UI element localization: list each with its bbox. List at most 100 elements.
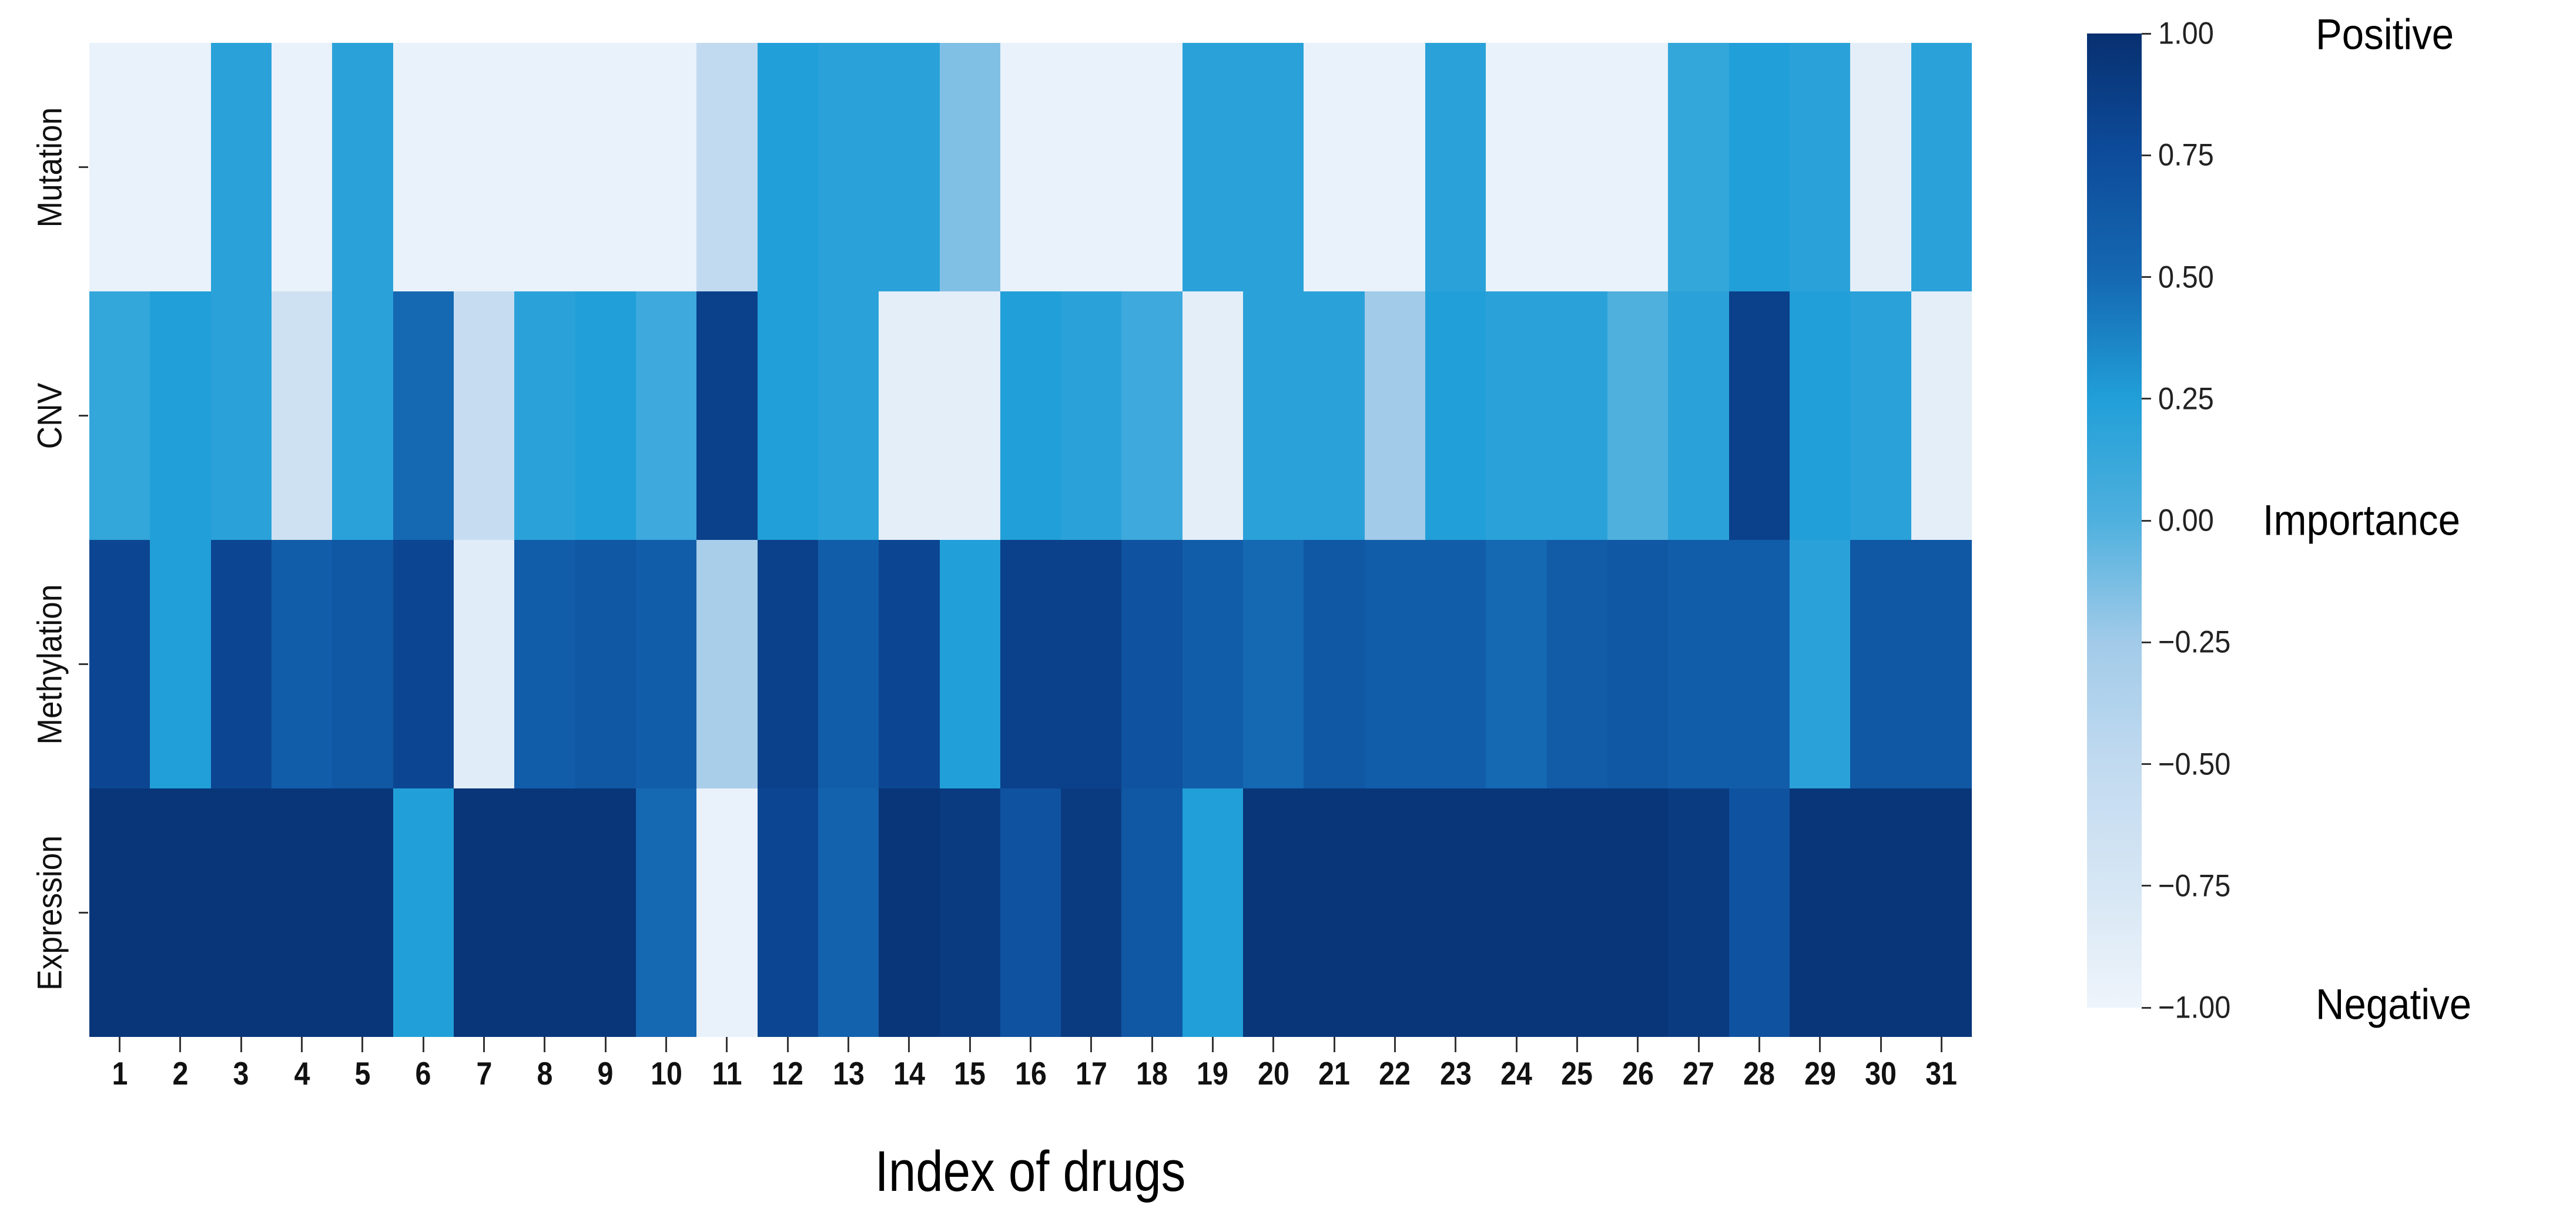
heatmap-cell: [575, 540, 636, 788]
x-axis-label: 25: [1561, 1055, 1593, 1092]
heatmap-cell: [1304, 788, 1365, 1037]
x-axis-tick: [1697, 1037, 1700, 1052]
heatmap-cell: [1121, 540, 1183, 788]
heatmap-cell: [393, 788, 454, 1037]
heatmap-cell: [1668, 43, 1729, 291]
heatmap-cell: [1790, 788, 1851, 1037]
heatmap-cell: [1061, 291, 1122, 540]
heatmap-cell: [1607, 540, 1669, 788]
heatmap-cell: [332, 43, 393, 291]
heatmap-cell: [150, 43, 211, 291]
heatmap-cell: [271, 43, 333, 291]
x-axis-label: 19: [1197, 1055, 1229, 1092]
heatmap-cell: [696, 788, 758, 1037]
heatmap-cell: [1729, 43, 1790, 291]
heatmap-cell: [453, 43, 515, 291]
heatmap-cell: [879, 540, 940, 788]
y-axis-tick: [79, 415, 88, 417]
heatmap-cell: [210, 291, 272, 540]
heatmap-cell: [453, 788, 515, 1037]
x-axis-tick: [1940, 1037, 1942, 1052]
colorbar-tick: [2142, 1006, 2151, 1009]
heatmap-cell: [879, 291, 940, 540]
colorbar-tick-label: 0.75: [2158, 137, 2214, 173]
colorbar-tick: [2142, 276, 2151, 278]
x-axis-tick: [908, 1037, 910, 1052]
heatmap-cell: [1546, 43, 1608, 291]
heatmap-cell: [1000, 540, 1061, 788]
heatmap-cell: [939, 291, 1000, 540]
heatmap-cell: [1425, 540, 1486, 788]
heatmap-cell: [271, 291, 333, 540]
colorbar-tick-label: −0.50: [2158, 747, 2231, 781]
heatmap-cell: [1243, 43, 1304, 291]
heatmap-cell: [453, 540, 515, 788]
heatmap-cell: [757, 43, 818, 291]
heatmap-cell: [575, 291, 636, 540]
x-axis-label: 8: [537, 1055, 553, 1092]
colorbar-tick: [2142, 32, 2151, 35]
heatmap-cell: [939, 788, 1000, 1037]
heatmap-cell: [1911, 540, 1972, 788]
heatmap-cell: [1850, 788, 1911, 1037]
heatmap-cell: [271, 540, 333, 788]
heatmap-cell: [1182, 540, 1244, 788]
heatmap-cell: [1061, 788, 1122, 1037]
x-axis-label: 23: [1439, 1055, 1472, 1092]
heatmap-cell: [696, 43, 758, 291]
x-axis-tick: [604, 1037, 607, 1052]
heatmap-cell: [393, 43, 454, 291]
x-axis-label: 2: [172, 1055, 189, 1092]
heatmap-cell: [210, 540, 272, 788]
heatmap-cell: [1061, 540, 1122, 788]
heatmap-cell: [1121, 43, 1183, 291]
heatmap-cell: [1790, 43, 1851, 291]
x-axis-tick: [1090, 1037, 1093, 1052]
heatmap-cell: [1911, 43, 1972, 291]
x-axis-label: 31: [1925, 1055, 1958, 1092]
heatmap-cell: [696, 291, 758, 540]
heatmap-cell: [1546, 540, 1608, 788]
x-axis-tick: [1333, 1037, 1335, 1052]
x-axis-tick: [1272, 1037, 1275, 1052]
heatmap-cell: [1729, 291, 1790, 540]
heatmap-cell: [393, 540, 454, 788]
y-axis-tick: [79, 912, 88, 914]
x-axis-label: 21: [1318, 1055, 1351, 1092]
heatmap-cell: [1607, 291, 1669, 540]
heatmap-cell: [1061, 43, 1122, 291]
x-axis-label: 16: [1014, 1055, 1047, 1092]
heatmap-cell: [939, 540, 1000, 788]
x-axis-label: 15: [954, 1055, 986, 1092]
heatmap-cell: [89, 43, 150, 291]
heatmap-cell: [89, 540, 150, 788]
heatmap-cell: [453, 291, 515, 540]
heatmap-cell: [757, 291, 818, 540]
heatmap-cell: [879, 43, 940, 291]
heatmap-cell: [1000, 43, 1061, 291]
x-axis-tick: [726, 1037, 728, 1052]
x-axis-tick: [361, 1037, 364, 1052]
x-axis-tick: [786, 1037, 789, 1052]
x-axis-label: 11: [712, 1055, 742, 1092]
heatmap-cell: [1668, 540, 1729, 788]
heatmap-cell: [879, 788, 940, 1037]
x-axis-tick: [240, 1037, 242, 1052]
colorbar-tick-label: −1.00: [2158, 990, 2231, 1025]
y-axis-label: Expression: [31, 835, 69, 991]
colorbar-label-negative: Negative: [2316, 981, 2472, 1029]
colorbar-tick-label: −0.25: [2158, 625, 2231, 660]
heatmap-cell: [1304, 43, 1365, 291]
heatmap-canvas: [89, 43, 1972, 1037]
heatmap-cell: [1546, 291, 1608, 540]
x-axis-tick: [665, 1037, 668, 1052]
heatmap-cell: [1121, 788, 1183, 1037]
colorbar-tick-label: 0.50: [2158, 260, 2214, 294]
heatmap-cell: [1850, 43, 1911, 291]
colorbar-tick: [2142, 885, 2151, 887]
heatmap-cell: [575, 43, 636, 291]
heatmap-cell: [150, 788, 211, 1037]
x-axis-label: 13: [832, 1055, 865, 1092]
colorbar-tick: [2142, 154, 2151, 156]
